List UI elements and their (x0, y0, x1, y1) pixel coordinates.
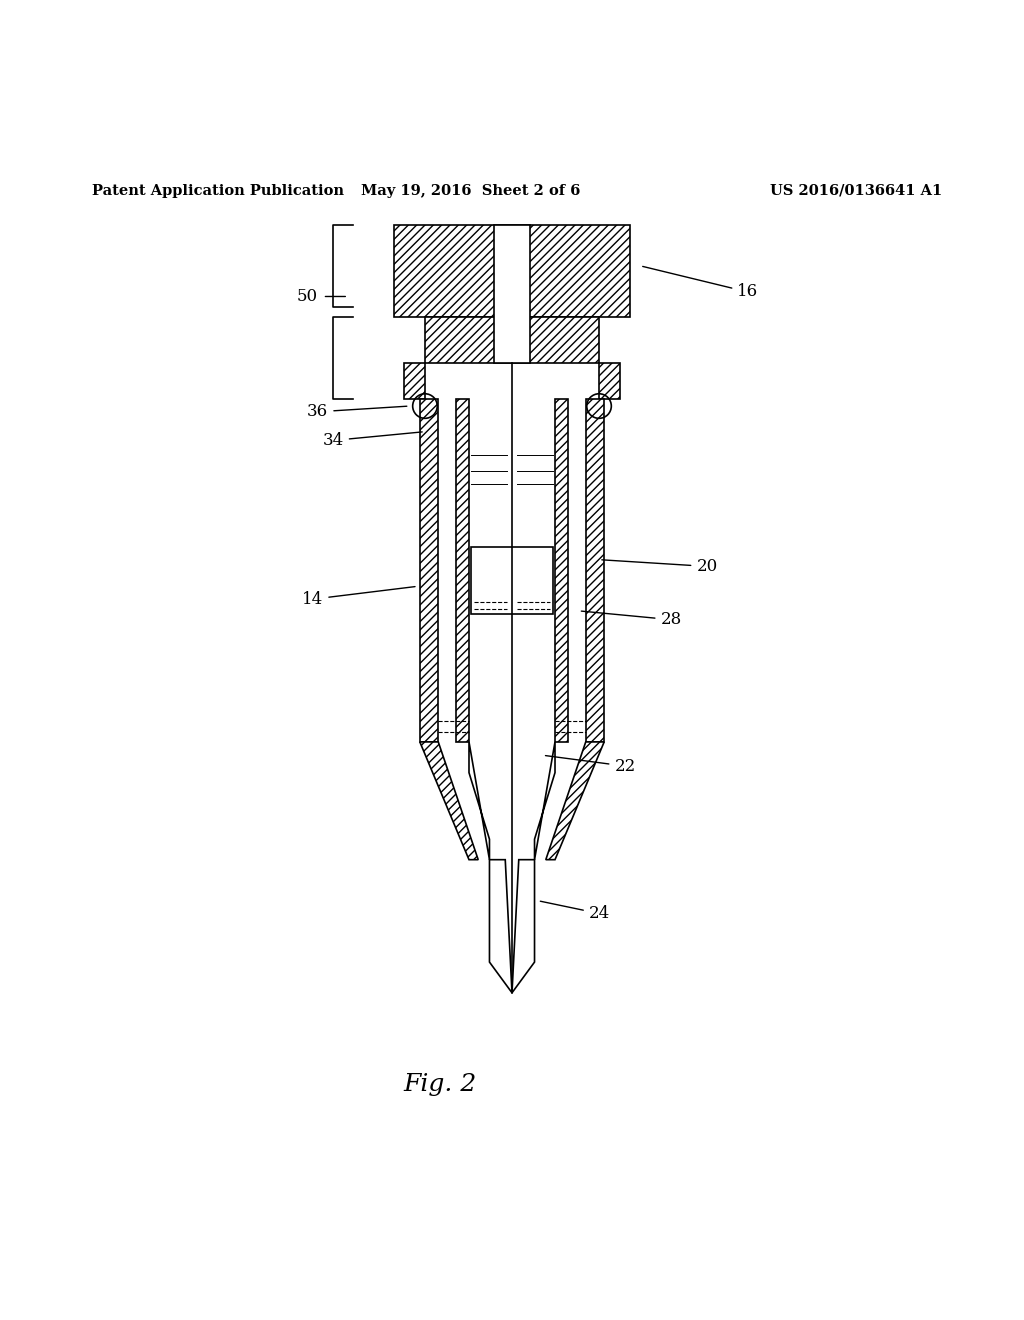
Text: 36: 36 (307, 404, 407, 420)
Polygon shape (535, 742, 555, 859)
Polygon shape (489, 859, 512, 993)
Text: 20: 20 (602, 558, 718, 576)
Text: 50: 50 (297, 288, 317, 305)
Bar (404, 363, 425, 399)
Polygon shape (469, 742, 489, 859)
Polygon shape (546, 742, 604, 859)
Bar (599, 363, 620, 399)
Bar (469, 399, 555, 742)
Bar (456, 399, 469, 742)
Text: May 19, 2016  Sheet 2 of 6: May 19, 2016 Sheet 2 of 6 (361, 183, 581, 198)
Text: 14: 14 (302, 586, 415, 607)
Text: Fig. 2: Fig. 2 (403, 1073, 477, 1097)
Text: 24: 24 (541, 902, 610, 923)
Bar (394, 224, 630, 317)
Text: Patent Application Publication: Patent Application Publication (92, 183, 344, 198)
Text: 34: 34 (323, 432, 422, 449)
Bar (586, 399, 604, 742)
Polygon shape (512, 859, 535, 993)
Bar (425, 317, 599, 363)
Text: US 2016/0136641 A1: US 2016/0136641 A1 (770, 183, 942, 198)
Bar (555, 399, 568, 742)
Bar (420, 399, 438, 742)
Text: 22: 22 (546, 755, 636, 775)
Bar (471, 548, 553, 614)
Text: 28: 28 (582, 611, 682, 628)
Bar (494, 224, 530, 363)
Text: 16: 16 (643, 267, 759, 301)
Polygon shape (420, 742, 478, 859)
